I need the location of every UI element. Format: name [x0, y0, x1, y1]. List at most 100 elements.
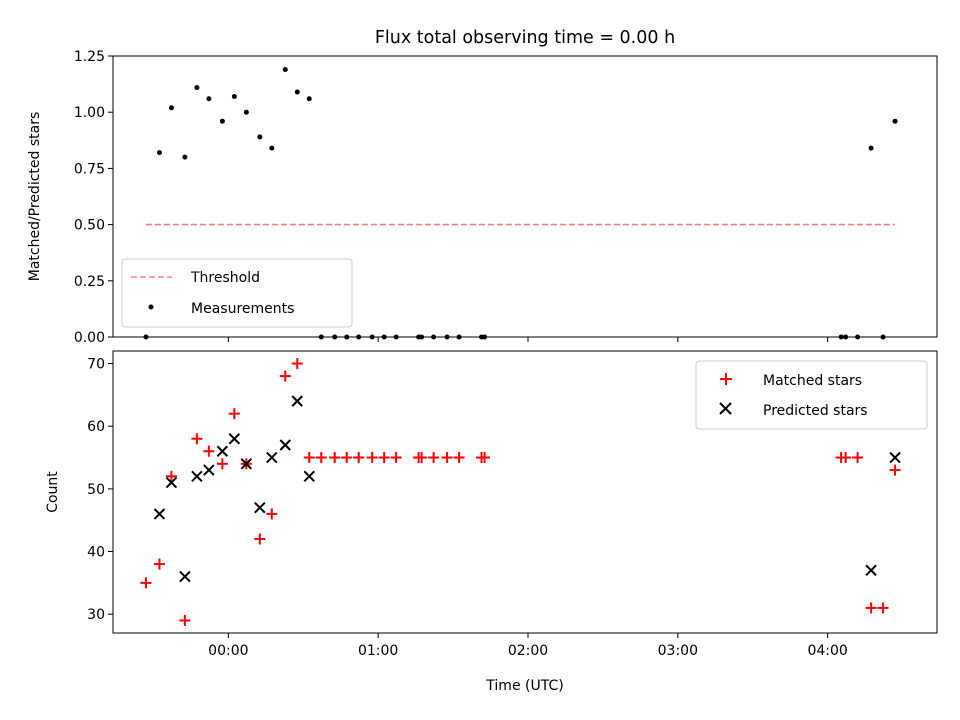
count-y-tick-label: 50 [87, 482, 105, 498]
measurement-point [219, 118, 225, 124]
count-x-tick-label: 03:00 [658, 643, 698, 659]
measurement-point [868, 145, 874, 151]
measurement-point [168, 105, 174, 111]
matched-star-point [153, 558, 165, 570]
measurement-point [182, 154, 188, 160]
matched-star-point [353, 452, 365, 464]
predicted-star-point [203, 464, 215, 476]
measurements-legend-label: Measurements [191, 301, 294, 317]
ratio-legend-box [121, 258, 353, 328]
matched-legend-label: Matched stars [763, 373, 862, 389]
matched-star-point [840, 452, 852, 464]
count-y-tick-label: 70 [87, 357, 105, 373]
predicted-star-point [266, 451, 278, 464]
threshold-legend-label: Threshold [190, 270, 260, 286]
matched-star-point [889, 464, 901, 476]
count-x-tick-label: 00:00 [208, 643, 248, 659]
count-axes-frame [112, 350, 938, 634]
measurement-point [282, 66, 288, 72]
measurement-point [243, 109, 249, 115]
ratio-panel: 0.00 0.25 0.50 0.75 1.00 1.25 Matched/Predict… [27, 49, 938, 346]
predicted-star-point [191, 470, 203, 483]
matched-star-point [366, 452, 378, 464]
predicted-star-point [303, 470, 315, 483]
matched-star-point [378, 452, 390, 464]
count-x-tick-label: 04:00 [807, 643, 847, 659]
ratio-y-label: Matched/Predicted stars [27, 112, 43, 282]
count-x-label: Time (UTC) [485, 678, 563, 694]
measurement-point [206, 96, 212, 102]
matched-star-point [390, 452, 402, 464]
matched-star-point [865, 602, 877, 614]
matched-star-point [254, 533, 266, 545]
count-legend-box [695, 360, 928, 430]
matched-star-point [441, 452, 453, 464]
matched-star-point [303, 452, 315, 464]
predicted-star-point [228, 433, 241, 445]
matched-star-point [341, 452, 353, 464]
figure-title: Flux total observing time = 0.00 h [375, 28, 675, 48]
measurement-point [257, 134, 263, 140]
measurement-point [231, 93, 237, 99]
matched-legend-swatch [720, 373, 732, 385]
predicted-star-point [216, 445, 229, 457]
count-x-tick-label: 02:00 [508, 643, 548, 659]
measurement-point [892, 118, 898, 124]
ratio-y-ticks: 0.00 0.25 0.50 0.75 1.00 1.25 [74, 49, 113, 346]
matched-star-point [479, 452, 491, 464]
measurements-legend-swatch [148, 304, 154, 310]
count-x-tick-label: 01:00 [358, 643, 398, 659]
count-legend: Matched stars Predicted stars [695, 360, 928, 430]
matched-star-point [165, 470, 177, 482]
matched-star-point [329, 452, 341, 464]
matched-star-point [279, 370, 291, 382]
ratio-axes-frame [112, 55, 938, 338]
matched-star-point [416, 452, 428, 464]
ratio-y-tick-label: 0.75 [74, 161, 105, 177]
matched-star-point [453, 452, 465, 464]
matched-star-point [852, 452, 864, 464]
ratio-legend: Threshold Measurements [121, 258, 353, 328]
count-panel: 30 40 50 60 70 00:00 01:00 02:00 03:00 04:00 Cou… [45, 350, 938, 694]
matched-star-point [877, 602, 889, 614]
matched-star-point [315, 452, 327, 464]
count-y-ticks: 30 40 50 60 70 [87, 357, 113, 623]
matched-star-point [228, 408, 240, 420]
predicted-star-point [865, 564, 877, 577]
count-x-ticks: 00:00 01:00 02:00 03:00 04:00 [208, 633, 848, 659]
predicted-star-point [254, 501, 266, 514]
measurement-point [294, 89, 300, 95]
matched-star-point [140, 577, 152, 589]
predicted-star-point [179, 570, 191, 583]
measurement-point [194, 84, 200, 90]
matched-star-point [179, 614, 191, 626]
predicted-star-point [153, 508, 166, 520]
matched-star-point [203, 445, 215, 457]
ratio-y-tick-label: 0.00 [74, 330, 105, 346]
predicted-legend-swatch [719, 402, 732, 415]
count-y-tick-label: 30 [87, 607, 105, 623]
ratio-y-tick-label: 0.50 [74, 218, 105, 234]
measurement-point [306, 96, 312, 102]
measurement-point [269, 145, 275, 151]
predicted-star-point [279, 439, 291, 451]
ratio-y-tick-label: 1.25 [74, 49, 105, 65]
count-y-label: Count [45, 471, 61, 513]
ratio-x-ticks [227, 337, 829, 342]
matched-star-point [428, 452, 440, 464]
count-y-tick-label: 60 [87, 419, 105, 435]
matched-star-point [291, 358, 303, 370]
predicted-star-point [165, 476, 178, 489]
ratio-y-tick-label: 1.00 [74, 105, 105, 121]
predicted-star-point [291, 395, 303, 407]
matched-star-point [266, 508, 278, 520]
predicted-star-point [240, 458, 253, 470]
count-marks [140, 358, 901, 626]
ratio-marks [143, 66, 898, 340]
matched-star-point [216, 458, 228, 470]
measurement-point [156, 150, 162, 156]
matched-star-point [191, 433, 203, 445]
predicted-legend-label: Predicted stars [763, 403, 868, 419]
